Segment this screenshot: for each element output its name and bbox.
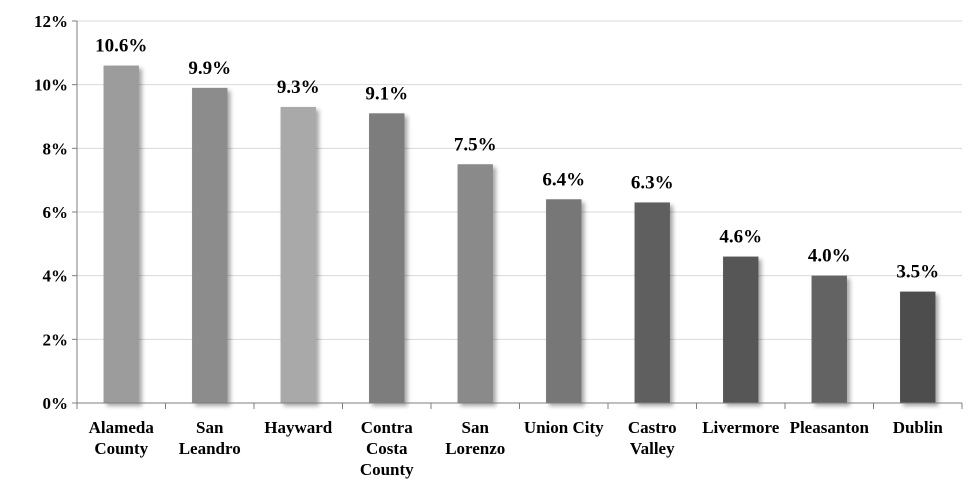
y-axis-ticks: 0% 2% 4% 6% 8% 10% 12% — [34, 12, 78, 413]
bars — [103, 65, 936, 404]
category-label: Leandro — [179, 439, 241, 458]
y-tick-label: 12% — [34, 12, 68, 31]
data-label: 3.5% — [896, 262, 939, 283]
bar — [634, 202, 670, 403]
data-label: 4.0% — [808, 246, 851, 267]
data-label: 9.1% — [365, 83, 408, 104]
category-label: Dublin — [893, 418, 944, 437]
category-label: Livermore — [702, 418, 780, 437]
x-axis — [76, 402, 963, 409]
category-label: Alameda — [89, 418, 155, 437]
bar — [723, 256, 759, 403]
category-label: Contra — [361, 418, 413, 437]
bar — [900, 291, 936, 403]
category-label: Castro — [628, 418, 677, 437]
y-tick-label: 4% — [43, 267, 69, 286]
bar — [811, 275, 847, 403]
data-label: 9.9% — [188, 58, 231, 79]
category-label: Hayward — [264, 418, 333, 437]
y-tick-label: 8% — [43, 139, 69, 158]
category-labels: Alameda County San Leandro Hayward Contra Cost… — [89, 418, 944, 479]
category-label: Costa — [366, 439, 408, 458]
data-labels: 10.6% 9.9% 9.3% 9.1% 7.5% 6.4% 6.3% 4.6% 4.0% 3.5… — [95, 36, 939, 283]
y-tick-label: 10% — [34, 76, 68, 95]
data-label: 10.6% — [95, 36, 147, 57]
y-tick-label: 2% — [43, 330, 69, 349]
bar — [103, 65, 139, 404]
bar — [369, 113, 405, 404]
y-tick-label: 6% — [43, 203, 69, 222]
category-label: San — [196, 418, 224, 437]
bar — [192, 87, 228, 403]
data-label: 6.4% — [542, 169, 585, 190]
category-label: Lorenzo — [445, 439, 505, 458]
y-tick-label: 0% — [43, 394, 69, 413]
bar — [457, 164, 493, 403]
bar — [546, 199, 582, 403]
category-label: County — [360, 460, 414, 479]
data-label: 7.5% — [454, 134, 497, 155]
data-label: 4.6% — [719, 227, 762, 248]
category-label: Union City — [524, 418, 604, 437]
bar — [280, 106, 316, 403]
category-label: Pleasanton — [790, 418, 870, 437]
data-label: 9.3% — [277, 77, 320, 98]
category-label: Valley — [630, 439, 675, 458]
category-label: County — [94, 439, 148, 458]
category-label: San — [462, 418, 490, 437]
data-label: 6.3% — [631, 172, 674, 193]
